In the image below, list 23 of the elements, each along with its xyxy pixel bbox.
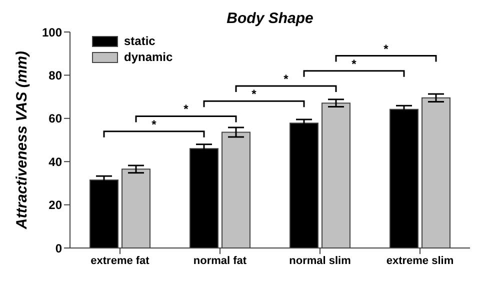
y-tick-label: 0: [55, 241, 62, 256]
x-tick-label: normal fat: [193, 254, 247, 267]
legend-label: static: [124, 34, 156, 48]
y-tick-label: 60: [48, 112, 62, 126]
x-tick-label: normal slim: [289, 254, 352, 267]
annotation: *: [284, 72, 289, 86]
x-tick-label: extreme fat: [90, 254, 150, 267]
significance-bracket: *: [203, 87, 305, 108]
annotation: *: [352, 56, 357, 71]
legend-label: dynamic: [124, 50, 173, 64]
chart-title: Body Shape: [226, 10, 314, 27]
y-tick-label: 20: [48, 198, 62, 212]
annotation: *: [384, 42, 389, 56]
x-tick-label: extreme slim: [386, 254, 454, 267]
y-tick-label: 80: [48, 68, 62, 82]
y-tick-label: 100: [42, 25, 62, 40]
annotation: *: [184, 102, 189, 116]
annotation: *: [152, 117, 157, 132]
annotation: *: [252, 87, 257, 102]
significance-bracket: *: [103, 117, 205, 138]
significance-bracket: *: [303, 56, 405, 77]
y-axis-title: Attractiveness VAS (mm): [14, 50, 30, 230]
y-tick-label: 40: [48, 154, 62, 169]
